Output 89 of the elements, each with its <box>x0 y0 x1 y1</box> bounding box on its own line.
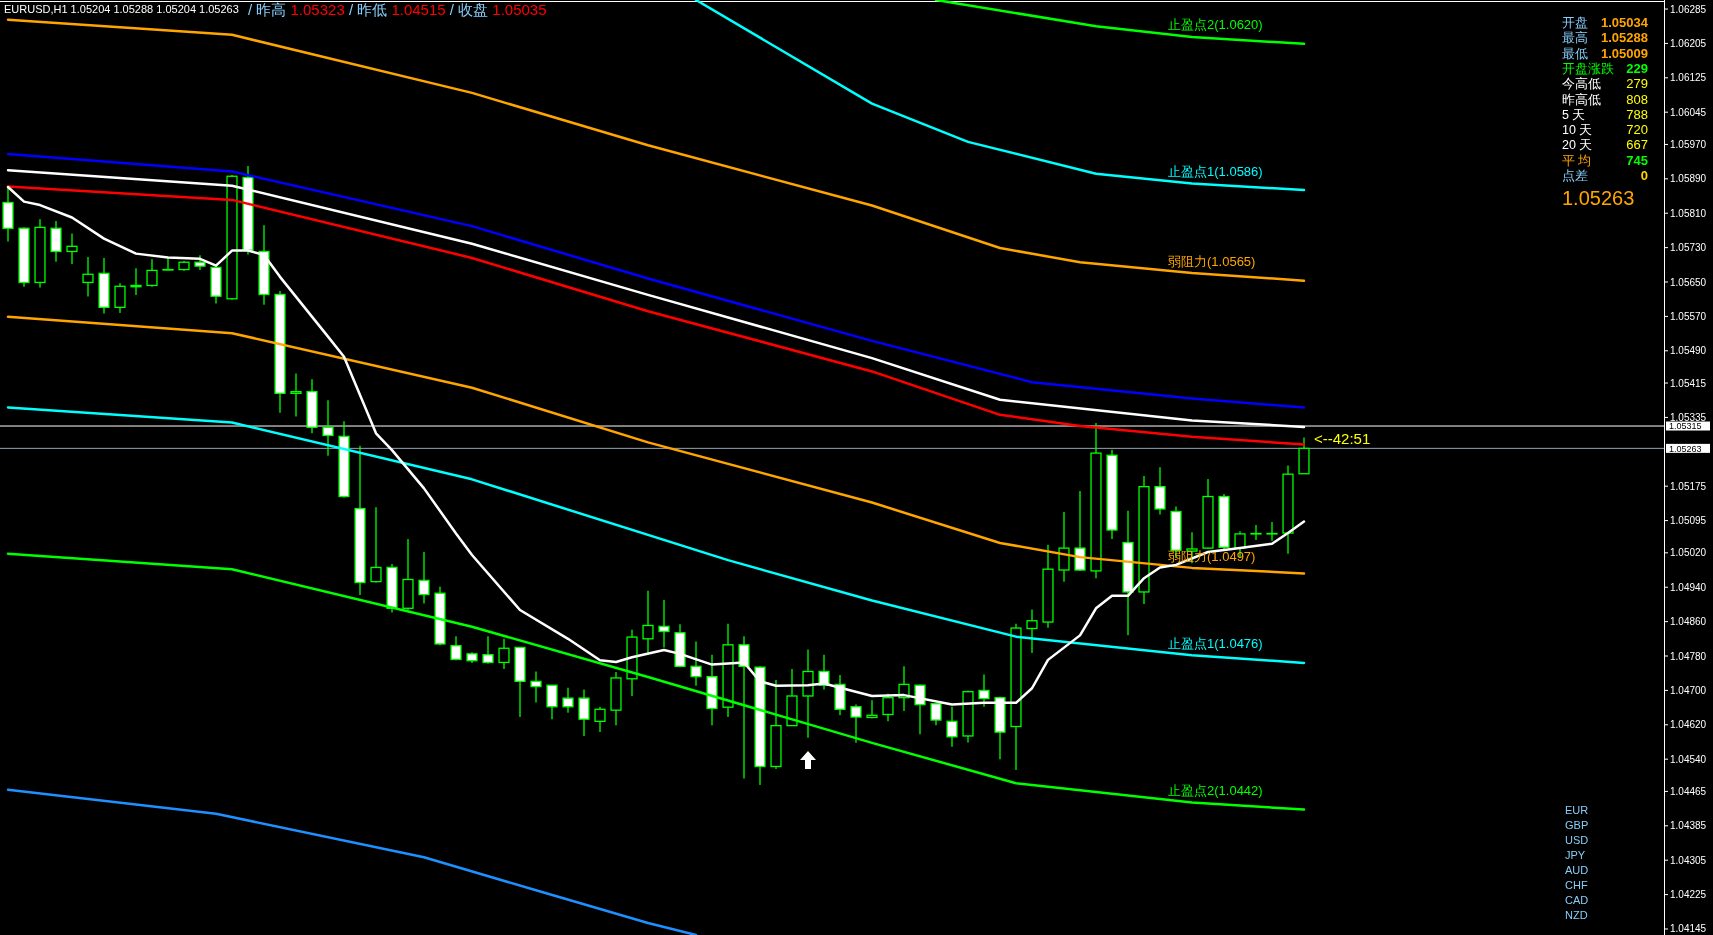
y-tick-label: 1.05810 <box>1670 207 1707 219</box>
candlestick <box>946 706 958 748</box>
y-tick-label: 1.06205 <box>1670 37 1707 49</box>
candlestick <box>82 256 94 298</box>
annotation: JPY <box>1565 849 1586 861</box>
annotation: 最高 1.05288 <box>1562 30 1648 46</box>
y-tick-label: 1.04780 <box>1670 650 1707 662</box>
y-tick-label: 1.04305 <box>1670 854 1707 866</box>
annotation: GBP <box>1565 819 1589 831</box>
text: 5 天 788 <box>1562 106 1648 122</box>
annotation: EUR <box>1565 804 1589 816</box>
chart-title: EURUSD,H1 1.05204 1.05288 1.05204 1.05263 <box>4 3 239 15</box>
annotation: CAD <box>1565 894 1589 906</box>
candlestick <box>530 670 542 704</box>
y-tick-label: 1.04540 <box>1670 753 1707 765</box>
candlestick <box>146 258 158 288</box>
candlestick <box>690 640 702 687</box>
candlestick <box>482 635 494 665</box>
y-tick-label: 1.04700 <box>1670 684 1707 696</box>
y-tick-label: 1.05020 <box>1670 547 1707 559</box>
candlestick <box>1266 521 1278 542</box>
candlestick <box>594 706 606 733</box>
annotation: 开盘 1.05034 <box>1562 15 1649 30</box>
candlestick <box>1058 511 1070 583</box>
candlestick <box>66 232 78 265</box>
y-tick-label: 1.04225 <box>1670 889 1707 901</box>
y-tick-label: 1.04620 <box>1670 719 1707 731</box>
candlestick <box>978 673 990 708</box>
y-tick-label: 1.05650 <box>1670 276 1707 288</box>
series-name: 止盈点2(1.0620) <box>1168 17 1263 33</box>
text: 20 天 667 <box>1562 137 1648 153</box>
y-tick-label: 1.05335 <box>1670 411 1707 423</box>
candlestick <box>1026 608 1038 654</box>
y-tick-label: 1.05570 <box>1670 310 1707 322</box>
text: 10 天 720 <box>1562 122 1648 138</box>
candlestick <box>1074 490 1086 572</box>
candlestick <box>738 635 750 780</box>
text: 今高低 279 <box>1562 76 1648 92</box>
y-tick-label: 1.04860 <box>1670 616 1707 628</box>
candlestick <box>914 683 926 735</box>
text: 昨高低 808 <box>1562 91 1648 107</box>
series-name: 止盈点1(1.0476) <box>1168 635 1263 651</box>
y-tick-label: 1.05490 <box>1670 345 1707 357</box>
y-tick-label: 1.04145 <box>1670 923 1707 935</box>
candlestick <box>818 654 830 691</box>
candlestick <box>578 688 590 737</box>
candlestick <box>370 506 382 584</box>
candlestick <box>114 282 126 314</box>
ref-line-label: 1.05315 <box>1669 421 1702 432</box>
ref-line-label: 1.05263 <box>1669 443 1702 454</box>
series-name: 止盈点1(1.0586) <box>1168 164 1263 180</box>
candlestick <box>546 684 558 720</box>
annotation: 开盘涨跌 229 <box>1562 60 1648 76</box>
y-tick-label: 1.05730 <box>1670 242 1707 254</box>
candlestick <box>498 638 510 670</box>
candlestick <box>1154 466 1166 516</box>
y-tick-label: 1.04940 <box>1670 581 1707 593</box>
text: 点差 0 <box>1562 168 1648 183</box>
candlestick <box>162 257 174 272</box>
series-name: 止盈点2(1.0442) <box>1168 782 1263 798</box>
y-tick-label: 1.05095 <box>1670 515 1707 527</box>
candlestick <box>658 599 670 649</box>
candlestick <box>50 220 62 263</box>
candlestick <box>562 687 574 714</box>
y-tick-label: 1.05415 <box>1670 377 1707 389</box>
y-tick-label: 1.06285 <box>1670 3 1707 15</box>
annotation: <--42:51 <box>1314 430 1371 448</box>
y-tick-label: 1.04385 <box>1670 820 1707 832</box>
y-tick-label: 1.05970 <box>1670 138 1707 150</box>
y-tick-label: 1.04465 <box>1670 785 1707 797</box>
annotation: USD <box>1565 834 1589 846</box>
annotation: NZD <box>1565 909 1588 921</box>
y-tick-label: 1.05890 <box>1670 173 1707 185</box>
y-tick-label: 1.05175 <box>1670 480 1707 492</box>
annotation: CHF <box>1565 879 1588 891</box>
candlestick <box>850 703 862 744</box>
text: / 昨高 1.05323 / 昨低 1.04515 / 收盘 1.05035 <box>248 1 547 18</box>
candlestick <box>930 703 942 726</box>
y-tick-label: 1.06125 <box>1670 72 1707 84</box>
candlestick <box>1250 524 1262 541</box>
candlestick <box>418 551 430 605</box>
y-tick-label: 1.06045 <box>1670 106 1707 118</box>
series-name: 弱阻力(1.0565) <box>1168 253 1256 269</box>
annotation: 1.05263 <box>1562 187 1635 209</box>
candlestick <box>450 635 462 661</box>
annotation: AUD <box>1565 864 1589 876</box>
candlestick <box>290 372 302 418</box>
annotation: 最低 1.05009 <box>1562 45 1648 61</box>
text: 平 均 745 <box>1562 152 1648 168</box>
